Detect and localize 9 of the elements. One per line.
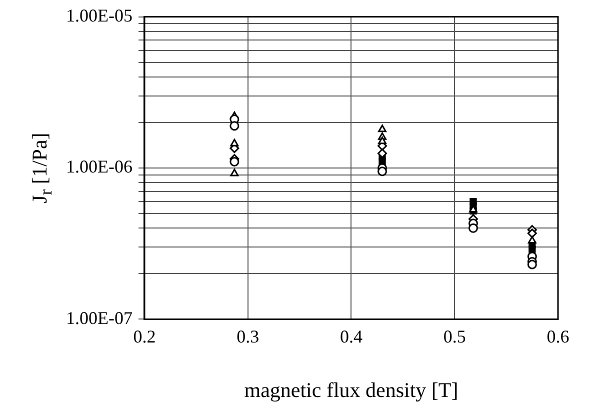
x-axis-title: magnetic flux density [T] [244, 378, 458, 402]
x-tick-label: 0.2 [133, 326, 156, 347]
x-tick-label: 0.6 [546, 326, 570, 347]
x-tick-label: 0.4 [340, 326, 362, 347]
y-tick-label: 1.00E-05 [66, 6, 132, 26]
x-tick-label: 0.5 [443, 326, 466, 347]
y-tick-label: 1.00E-07 [66, 308, 132, 328]
x-tick-label: 0.3 [236, 326, 260, 347]
y-tick-label: 1.00E-06 [66, 156, 132, 177]
